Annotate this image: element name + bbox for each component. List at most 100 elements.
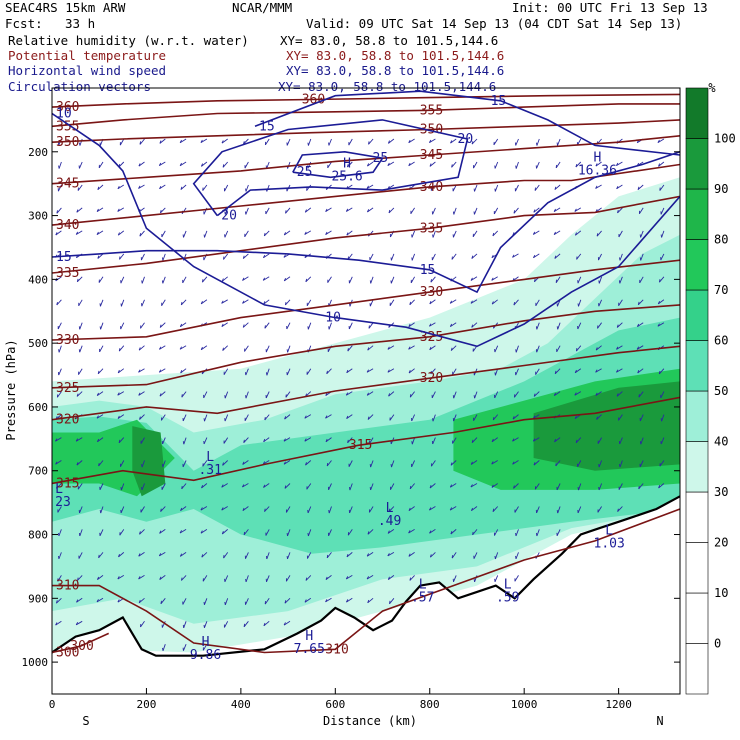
wind-vector-405 xyxy=(429,483,436,489)
wind-vector-537 xyxy=(574,391,582,396)
wind-vector-99 xyxy=(140,437,145,444)
wind-vector-379 xyxy=(408,345,415,350)
wind-vector-21 xyxy=(55,620,62,626)
wind-vector-302 xyxy=(328,506,332,514)
wind-vector-463 xyxy=(491,460,498,465)
wind-vector-544 xyxy=(595,161,602,167)
wind-vector-550 xyxy=(598,299,603,307)
wind-vector-434 xyxy=(471,253,478,259)
extremum-value-1: 16.36 xyxy=(578,163,617,178)
wind-vector-478 xyxy=(515,345,519,353)
wind-vector-583 xyxy=(639,276,644,284)
wind-speed-contours: 10 10 15 15 20 20 25 25 15 15 xyxy=(52,90,680,348)
wind-vector-123 xyxy=(161,483,166,490)
wind-vector-275 xyxy=(306,368,312,375)
valid-time: Valid: 09 UTC Sat 14 Sep 13 (04 CDT Sat … xyxy=(306,16,682,31)
extremum-symbol-7: L xyxy=(605,524,613,539)
wind-vector-75 xyxy=(117,368,125,374)
theta-contour-line-325-7 xyxy=(52,304,680,389)
wind-vector-440 xyxy=(473,391,478,399)
wind-vector-180 xyxy=(224,207,229,215)
wind-vector-594 xyxy=(658,161,665,167)
wind-vector-51 xyxy=(99,299,104,307)
wind-vector-249 xyxy=(283,276,291,282)
theta-contour-label-320-8: 320 xyxy=(56,413,79,428)
wind-vector-328 xyxy=(368,138,374,145)
wind-vector-384 xyxy=(411,460,416,468)
wind-vector-155 xyxy=(200,161,208,167)
wind-vector-195 xyxy=(223,552,229,559)
wind-vector-452 xyxy=(493,207,499,215)
wind-vector-277 xyxy=(304,414,312,419)
wind-vector-505 xyxy=(535,506,540,514)
wind-vector-467 xyxy=(494,552,499,560)
wind-vector-54 xyxy=(97,368,104,375)
wind-vector-178 xyxy=(222,161,229,168)
wind-vector-437 xyxy=(471,322,478,328)
wind-vector-146 xyxy=(181,483,187,490)
wind-vector-119 xyxy=(159,391,166,397)
wind-vector-95 xyxy=(138,345,145,351)
x-tick-label-6: 1200 xyxy=(605,698,632,711)
wind-vector-19 xyxy=(57,575,62,582)
forecast-label: Fcst: xyxy=(5,16,43,31)
wind-vector-569 xyxy=(616,345,623,350)
wind-vector-170 xyxy=(200,506,208,511)
wind-vector-237 xyxy=(264,506,270,512)
wind-vector-410 xyxy=(451,161,457,168)
wind-vector-371 xyxy=(408,161,415,167)
wind-vector-121 xyxy=(161,437,166,445)
wind-vector-582 xyxy=(639,253,644,261)
wind-vector-184 xyxy=(221,299,228,304)
wind-vector-172 xyxy=(201,552,208,558)
wind-vector-407 xyxy=(429,529,436,534)
rh-region-90-5 xyxy=(132,426,166,497)
wind-vector-400 xyxy=(430,368,436,375)
wind-vector-246 xyxy=(285,207,291,214)
extremum-symbol-6: L xyxy=(504,578,512,593)
wind-vector-373 xyxy=(410,207,415,215)
extremum-value-8: 9.86 xyxy=(190,648,221,663)
wind-vector-46 xyxy=(97,184,104,191)
wind-vector-254 xyxy=(285,391,291,398)
wind-vector-264 xyxy=(283,620,291,626)
colorbar-swatch-7 xyxy=(685,289,709,341)
y-tick-label-0: 200 xyxy=(28,146,48,159)
wind-vector-186 xyxy=(222,345,229,351)
wind-vector-303 xyxy=(327,529,332,536)
wind-vector-512 xyxy=(553,230,561,235)
wind-vector-198 xyxy=(223,621,229,628)
wind-vector-266 xyxy=(307,161,312,169)
wind-vector-81 xyxy=(120,506,125,514)
wind-vector-558 xyxy=(598,483,603,491)
wind-vector-406 xyxy=(429,506,436,511)
wind-vector-139 xyxy=(179,322,187,328)
field-name-rh: Relative humidity (w.r.t. water) xyxy=(8,33,249,48)
wind-vector-591 xyxy=(639,460,644,467)
wind-vector-217 xyxy=(244,552,249,559)
wind-vector-124 xyxy=(160,506,166,512)
wind-vector-58 xyxy=(98,460,104,467)
wind-vector-330 xyxy=(366,184,374,189)
wind-vector-189 xyxy=(224,414,229,422)
wind-vector-112 xyxy=(161,230,166,238)
wind-contour-label-mid-15-4: 15 xyxy=(491,94,507,109)
wind-vector-143 xyxy=(182,414,187,422)
wind-vector-393 xyxy=(431,207,436,215)
wind-vector-78 xyxy=(118,437,125,444)
wind-vector-344 xyxy=(368,506,374,513)
wind-vector-428 xyxy=(452,575,457,582)
colorbar-swatch-8 xyxy=(685,239,709,291)
wind-vector-573 xyxy=(618,437,623,445)
extremum-symbol-4: L xyxy=(386,501,394,516)
wind-vector-262 xyxy=(285,575,291,582)
wind-vector-489 xyxy=(536,138,540,146)
wind-vector-389 xyxy=(409,575,415,581)
wind-vector-33 xyxy=(76,391,83,397)
wind-vector-74 xyxy=(118,345,125,352)
wind-vector-213 xyxy=(242,460,249,465)
wind-vector-485 xyxy=(514,506,519,513)
wind-contour-line-25-3 xyxy=(292,150,384,179)
forecast-hour: 33 h xyxy=(65,16,95,31)
